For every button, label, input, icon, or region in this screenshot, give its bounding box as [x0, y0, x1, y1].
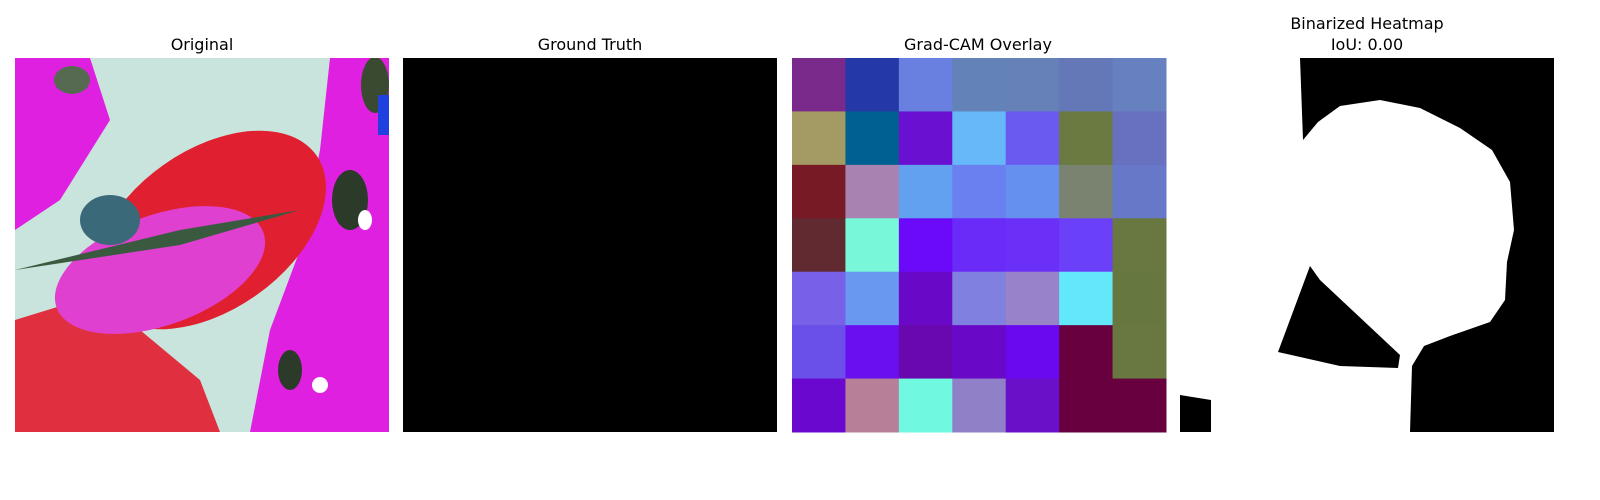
heatmap-cell: [952, 58, 1007, 112]
heatmap-cell: [845, 271, 900, 326]
heatmap-cell: [1112, 111, 1167, 166]
original-image: [15, 58, 389, 432]
heatmap-cell: [952, 325, 1007, 380]
heatmap-cell: [1112, 58, 1167, 112]
panel-title: Binarized Heatmap: [1290, 14, 1443, 33]
heatmap-cell: [792, 111, 846, 166]
panel-title: Grad-CAM Overlay: [904, 35, 1052, 54]
heatmap-cell: [1005, 218, 1060, 273]
heatmap-cell: [1059, 325, 1114, 380]
heatmap-cell: [898, 325, 953, 380]
panel-title: Ground Truth: [538, 35, 643, 54]
heatmap-cell: [898, 218, 953, 273]
heatmap-cell: [845, 164, 900, 219]
heatmap-cell: [1005, 58, 1060, 112]
panel-subtitle: IoU: 0.00: [1331, 35, 1403, 54]
heatmap-cell: [1112, 325, 1167, 380]
heatmap-cell: [898, 111, 953, 166]
heatmap-cell: [792, 58, 846, 112]
panel-title: Original: [171, 35, 234, 54]
ground-truth-image: [403, 58, 777, 432]
heatmap-cell: [1005, 271, 1060, 326]
heatmap-cell: [1059, 58, 1114, 112]
heatmap-cell: [952, 111, 1007, 166]
heatmap-cell: [845, 218, 900, 273]
binarized-image: [1180, 58, 1554, 432]
heatmap-cell: [1059, 378, 1114, 433]
heatmap-cell: [1059, 218, 1114, 273]
heatmap-cell: [845, 111, 900, 166]
heatmap-cell: [1112, 164, 1167, 219]
heatmap-cell: [1059, 111, 1114, 166]
heatmap-cell: [1112, 271, 1167, 326]
heatmap-cell: [1112, 378, 1167, 433]
heatmap-cell: [845, 58, 900, 112]
heatmap-cell: [1005, 111, 1060, 166]
heatmap-cell: [898, 58, 953, 112]
heatmap-cell: [898, 271, 953, 326]
heatmap-cell: [952, 218, 1007, 273]
heatmap-cell: [898, 378, 953, 433]
heatmap-cell: [952, 378, 1007, 433]
heatmap-cell: [1005, 378, 1060, 433]
heatmap-cell: [792, 164, 846, 219]
heatmap-cell: [898, 164, 953, 219]
heatmap-cell: [792, 378, 846, 433]
heatmap-cell: [792, 325, 846, 380]
gradcam-image: [792, 58, 1167, 433]
heatmap-cell: [952, 271, 1007, 326]
heatmap-cell: [952, 164, 1007, 219]
heatmap-cell: [1005, 164, 1060, 219]
heatmap-cell: [1059, 164, 1114, 219]
heatmap-cell: [1059, 271, 1114, 326]
heatmap-cell: [845, 325, 900, 380]
heatmap-cell: [1005, 325, 1060, 380]
heatmap-cell: [792, 218, 846, 273]
heatmap-cell: [792, 271, 846, 326]
heatmap-cell: [845, 378, 900, 433]
heatmap-cell: [1112, 218, 1167, 273]
